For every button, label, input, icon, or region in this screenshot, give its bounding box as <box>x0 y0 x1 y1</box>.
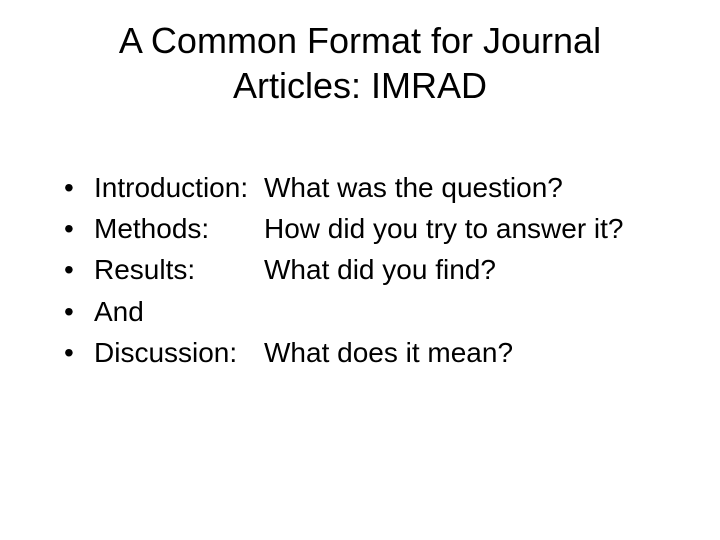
bullet-description: What was the question? <box>264 168 680 207</box>
list-item: • And <box>58 292 680 331</box>
slide: A Common Format for Journal Articles: IM… <box>0 0 720 540</box>
list-item: • Introduction: What was the question? <box>58 168 680 207</box>
bullet-description: How did you try to answer it? <box>264 209 680 248</box>
bullet-icon: • <box>58 209 94 248</box>
bullet-list: • Introduction: What was the question? •… <box>40 168 680 372</box>
bullet-description: What did you find? <box>264 250 680 289</box>
bullet-icon: • <box>58 168 94 207</box>
list-item: • Discussion: What does it mean? <box>58 333 680 372</box>
list-item: • Results: What did you find? <box>58 250 680 289</box>
bullet-icon: • <box>58 292 94 331</box>
bullet-icon: • <box>58 333 94 372</box>
list-item: • Methods: How did you try to answer it? <box>58 209 680 248</box>
bullet-icon: • <box>58 250 94 289</box>
slide-title: A Common Format for Journal Articles: IM… <box>40 18 680 108</box>
bullet-label: Introduction: <box>94 168 264 207</box>
bullet-description: What does it mean? <box>264 333 680 372</box>
bullet-label: Results: <box>94 250 264 289</box>
bullet-label: And <box>94 292 264 331</box>
bullet-label: Methods: <box>94 209 264 248</box>
bullet-label: Discussion: <box>94 333 264 372</box>
